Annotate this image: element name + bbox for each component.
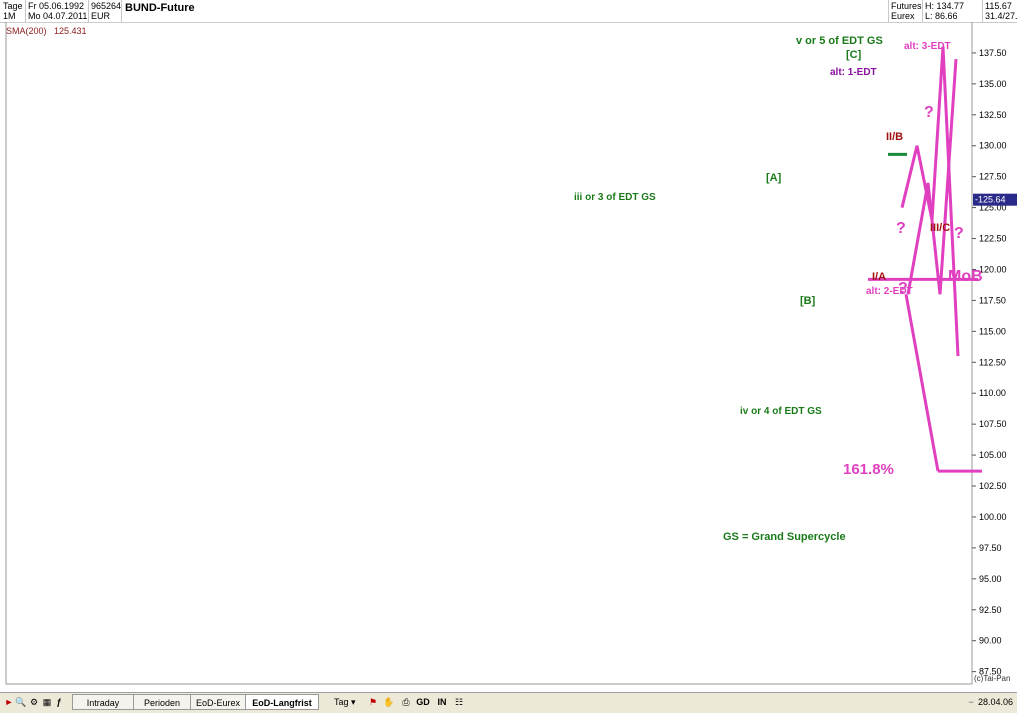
- to-date: Mo 04.07.2011: [28, 11, 88, 21]
- last-price-box: [973, 193, 1017, 206]
- y-tick-label: 127.50: [979, 172, 1007, 182]
- y-tick-label: 90.00: [979, 636, 1002, 646]
- annotation-label: alt: 1-EDT: [830, 67, 877, 78]
- tab-intraday[interactable]: Intraday: [72, 694, 134, 710]
- annotation-label: [B]: [800, 295, 816, 307]
- bottom-toolbar: ► 🔍 ⚙ ▦ ƒ Intraday Perioden EoD-Eurex Eo…: [0, 692, 1017, 713]
- pointer-icon[interactable]: ►: [4, 697, 14, 707]
- y-tick-label: 100.00: [979, 512, 1007, 522]
- y-tick-label: 132.50: [979, 110, 1007, 120]
- chart-title: BUND-Future: [125, 2, 195, 14]
- y-tick-label: 120.00: [979, 264, 1007, 274]
- y-tick-label: 112.50: [979, 357, 1006, 367]
- print-icon[interactable]: ⎙: [402, 697, 410, 707]
- period-label: Tage: [3, 1, 23, 11]
- y-tick-label: 102.50: [979, 481, 1007, 491]
- annotation-label: II/B: [886, 131, 903, 143]
- plot-area: [5, 22, 973, 685]
- y-tick-label: 107.50: [979, 419, 1007, 429]
- hand-icon[interactable]: ✋: [383, 697, 395, 707]
- y-tick-label: 105.00: [979, 450, 1007, 460]
- annotation-label: III/C: [930, 222, 950, 234]
- annotation-label: [C]: [846, 49, 862, 61]
- annotation-label: iii or 3 of EDT GS: [574, 192, 656, 203]
- settings-icon[interactable]: ⚙: [29, 697, 39, 707]
- tab-eod-langfrist[interactable]: EoD-Langfrist: [245, 694, 319, 710]
- grid-icon[interactable]: ▦: [42, 697, 52, 707]
- annotation-label: GS = Grand Supercycle: [723, 531, 846, 543]
- y-tick-label: 130.00: [979, 141, 1007, 151]
- toolbar-date: 28.04.06: [978, 697, 1014, 707]
- exchange-type: Futures: [891, 1, 922, 11]
- y-tick-label: 137.50: [979, 48, 1007, 58]
- security-code: 965264: [91, 1, 122, 11]
- annotation-label: ?: [898, 280, 908, 297]
- annotation-label: [A]: [766, 172, 782, 184]
- calendar-icon[interactable]: ☷: [454, 697, 464, 707]
- annotation-label: alt: 2-EDT: [866, 286, 913, 297]
- scroll-left-icon[interactable]: −: [968, 697, 974, 707]
- annotation-label: ?: [924, 104, 934, 121]
- last-price-label: -125.64: [975, 195, 1006, 205]
- price-chart[interactable]: 137.50 135.00 132.50 130.00 127.50 125.00 122.…: [0, 22, 1017, 692]
- annotation-label: 161.8%: [843, 461, 894, 478]
- annotation-label: ?: [954, 225, 964, 242]
- copyright-label: (c)Tai-Pan: [974, 674, 1010, 683]
- low-value: L: 86.66: [925, 11, 958, 21]
- function-icon[interactable]: ƒ: [56, 697, 62, 707]
- y-tick-label: 122.50: [979, 234, 1007, 244]
- y-tick-label: 95.00: [979, 574, 1002, 584]
- annotation-label: v or 5 of EDT GS: [796, 35, 883, 47]
- y-tick-label: 92.50: [979, 605, 1002, 615]
- gd-button[interactable]: GD: [416, 697, 430, 707]
- projection-down-line: [904, 293, 940, 472]
- annotation-label: MoB: [948, 268, 983, 285]
- high-value: H: 134.77: [925, 1, 965, 11]
- annotation-label: ?: [896, 220, 906, 237]
- projection-path-alt: [900, 46, 960, 357]
- indicator-value: 125.431: [54, 26, 87, 36]
- y-tick-label: 87.50: [979, 667, 1002, 677]
- flag-icon[interactable]: ⚑: [368, 697, 378, 707]
- y-tick-label: 97.50: [979, 543, 1002, 553]
- range-value: 31.4/27.61: [985, 11, 1017, 21]
- y-tick-label: 135.00: [979, 79, 1007, 89]
- tag-select[interactable]: Tag ▾: [334, 697, 356, 707]
- annotation-label: iv or 4 of EDT GS: [740, 406, 822, 417]
- indicator-label: SMA(200): [6, 26, 47, 36]
- currency: EUR: [91, 11, 111, 21]
- tab-eod-eurex[interactable]: EoD-Eurex: [190, 694, 246, 710]
- y-tick-label: 117.50: [979, 295, 1006, 305]
- zoom-icon[interactable]: 🔍: [15, 697, 27, 707]
- annotation-label: I/A: [872, 271, 886, 283]
- y-tick-label: 115.00: [979, 326, 1006, 336]
- y-tick-label: 110.00: [979, 388, 1006, 398]
- annotation-label: alt: 3-EDT: [904, 41, 951, 52]
- max-value: 115.67: [985, 1, 1012, 11]
- chart-header: Tage Fr 05.06.1992 965264 BUND-Future 1M…: [0, 0, 1017, 23]
- tab-perioden[interactable]: Perioden: [133, 694, 191, 710]
- indicator-legend: SMA(200) 125.431: [6, 26, 87, 36]
- period-value: 1M: [3, 11, 16, 21]
- tag-select-label: Tag: [334, 697, 349, 707]
- y-tick-label: 125.00: [979, 203, 1007, 213]
- in-button[interactable]: IN: [437, 697, 447, 707]
- from-date: Fr 05.06.1992: [28, 1, 85, 11]
- exchange-name: Eurex: [891, 11, 915, 21]
